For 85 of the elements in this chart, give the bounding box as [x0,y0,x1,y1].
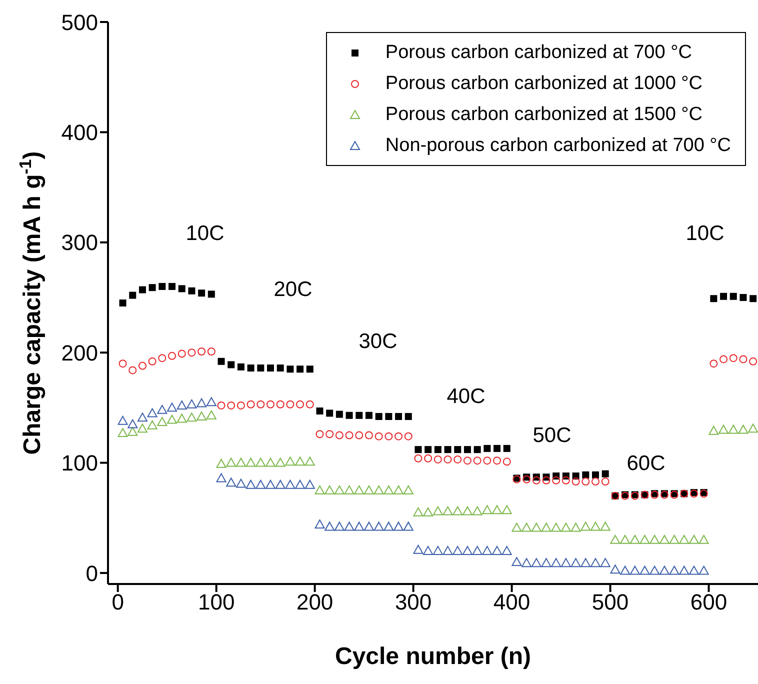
y-tick-label: 500 [61,10,98,35]
point [147,408,158,418]
point [206,397,216,406]
point [314,519,325,528]
point [541,558,552,568]
annotation: 10C [686,222,724,245]
y-tick-label: 100 [61,450,98,476]
point [462,546,472,555]
x-axis-title: Cycle number (n) [334,643,532,670]
point [531,558,542,568]
point [650,566,660,575]
point [640,566,650,575]
point [128,419,138,428]
point [344,522,354,531]
point [246,480,256,489]
point [502,546,512,555]
point [423,546,434,555]
annotation: 20C [274,278,312,301]
point [442,546,453,555]
x-tick-label: 300 [394,590,432,615]
x-tick-label: 100 [198,590,235,615]
point [196,398,207,408]
annotation: 30C [358,330,398,353]
point [364,522,374,531]
point [176,400,187,410]
point [580,558,591,568]
point [472,546,482,555]
point [137,412,148,422]
point [620,566,630,575]
point [669,566,680,575]
point [512,556,522,566]
annotation: 40C [446,385,486,408]
point [324,522,335,531]
legend-label: Porous carbon carbonized at 1500 °C [385,104,702,126]
x-tick-label: 600 [690,590,728,615]
y-tick-label: 200 [61,340,98,366]
point [394,522,404,531]
point [570,558,581,568]
point [295,480,306,489]
point [157,404,168,414]
point [374,522,384,531]
point [256,480,266,489]
x-tick-label: 0 [112,590,124,615]
point [590,558,600,568]
point [275,480,286,489]
annotation: 60C [626,452,666,475]
point [186,399,197,408]
point [432,546,443,555]
point [610,564,620,574]
point [354,522,364,531]
point [285,480,296,489]
legend-label: Non-porous carbon carbonized at 700 °C [385,134,731,156]
point [304,480,315,489]
x-tick-label: 200 [296,590,334,615]
point [384,522,394,531]
point [334,522,344,531]
annotation: 50C [532,424,572,447]
x-tick-label: 500 [592,590,629,615]
point [413,544,424,554]
point [688,566,699,575]
point [452,546,463,555]
point [698,566,709,575]
point [236,478,246,488]
point [630,566,640,575]
point [216,473,226,482]
point [522,558,532,568]
point [167,402,178,412]
point [118,416,128,425]
point [600,558,610,568]
point [551,558,562,568]
point [560,558,571,568]
point [403,522,414,531]
y-tick-label: 400 [61,120,98,146]
legend-label: Porous carbon carbonized at 1000 °C [385,72,702,94]
point [482,546,492,555]
annotation: 10C [186,222,224,245]
y-tick-label: 300 [61,230,98,256]
x-tick-label: 400 [493,590,530,615]
point [492,546,502,555]
y-tick-label: 0 [86,560,98,586]
point [266,480,276,489]
point [679,566,690,575]
point [226,478,236,487]
legend-label: Porous carbon carbonized at 700 °C [385,42,692,64]
point [659,566,670,575]
